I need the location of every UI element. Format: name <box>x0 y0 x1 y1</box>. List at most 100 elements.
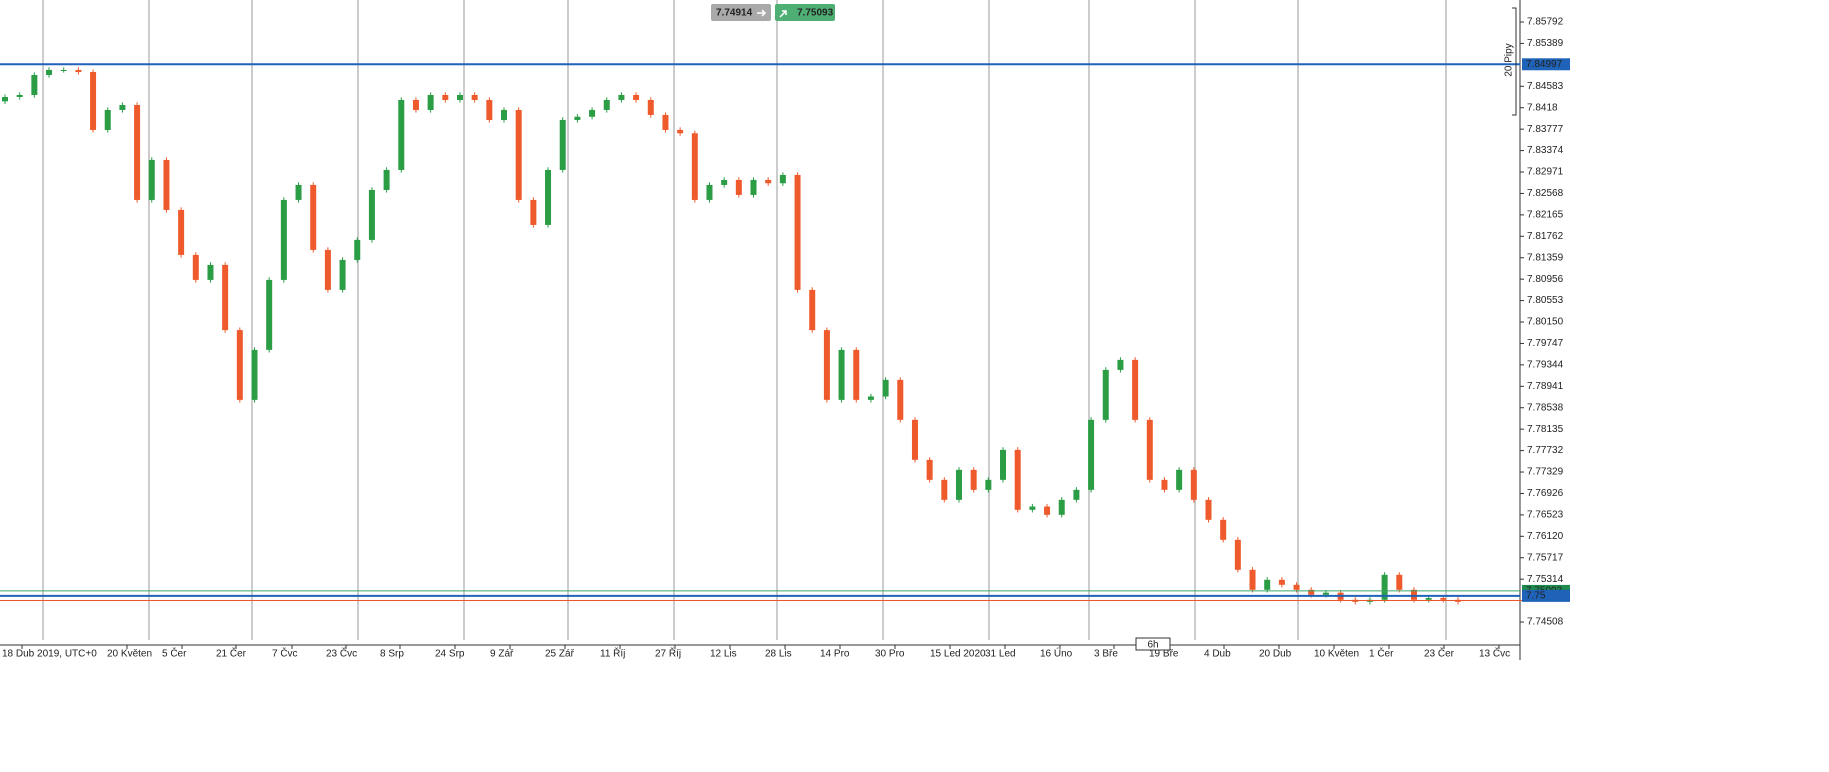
y-tick-label: 7.82568 <box>1527 188 1564 199</box>
candle-body <box>750 179 757 195</box>
y-tick-label: 7.80956 <box>1527 274 1564 285</box>
candle-body <box>236 330 243 400</box>
hline-label: 7.84997 <box>1526 59 1563 70</box>
bid-text: 7.74914 <box>716 8 753 19</box>
candle-body <box>1440 597 1447 600</box>
candle-body <box>1249 569 1256 590</box>
x-tick-label: 8 Srp <box>380 649 404 660</box>
x-tick-label: 20 Dub <box>1259 649 1292 660</box>
y-tick-label: 7.85792 <box>1527 17 1564 28</box>
candle-body <box>398 99 405 170</box>
x-tick-label: 14 Pro <box>820 649 850 660</box>
arrow-icon <box>757 9 767 17</box>
candle-body <box>706 184 713 200</box>
arrow-icon <box>779 10 787 18</box>
x-tick-label: 23 Čvc <box>326 647 357 660</box>
x-tick-label: 25 Zář <box>545 649 575 660</box>
y-tick-label: 7.76926 <box>1527 488 1564 499</box>
candle-body <box>985 479 992 490</box>
bid-box <box>711 4 771 21</box>
candle-body <box>148 159 155 200</box>
y-tick-label: 7.82165 <box>1527 210 1564 221</box>
candle-body <box>633 94 640 100</box>
y-tick-label: 7.80150 <box>1527 317 1564 328</box>
x-tick-label: 24 Srp <box>435 649 465 660</box>
y-tick-label: 7.78941 <box>1527 381 1564 392</box>
candle-body <box>1264 579 1271 590</box>
candle-body <box>559 119 566 170</box>
candle-body <box>1102 369 1109 420</box>
x-tick-label: 5 Čer <box>162 647 187 660</box>
candle-body <box>1205 499 1212 520</box>
candle-body <box>955 469 962 500</box>
candle-body <box>251 349 258 400</box>
y-tick-label: 7.78538 <box>1527 402 1564 413</box>
y-tick-label: 7.78135 <box>1527 424 1564 435</box>
candle-body <box>46 69 53 75</box>
y-tick-label: 7.79344 <box>1527 360 1564 371</box>
candle-body <box>1132 359 1139 420</box>
candle-body <box>1410 589 1417 600</box>
candle-body <box>442 94 449 100</box>
hline-label: 7.75 <box>1526 591 1546 602</box>
candle-body <box>823 330 830 400</box>
x-tick-label: 3 Bře <box>1094 649 1118 660</box>
candle-body <box>207 264 214 280</box>
y-tick-label: 7.76120 <box>1527 531 1564 542</box>
candle-body <box>31 74 38 95</box>
candle-body <box>2 96 8 102</box>
x-tick-label: 1 Čer <box>1369 647 1394 660</box>
candle-body <box>1381 574 1388 600</box>
candle-body <box>1029 506 1036 510</box>
candle-body <box>104 109 111 130</box>
candle-body <box>574 116 581 120</box>
candle-body <box>809 289 816 331</box>
candle-body <box>178 209 185 255</box>
candle-body <box>603 99 610 110</box>
candle-body <box>1014 449 1021 510</box>
y-tick-label: 7.76523 <box>1527 510 1564 521</box>
candle-body <box>867 396 874 400</box>
ask-box <box>775 4 835 21</box>
x-tick-label: 27 Říj <box>655 647 681 660</box>
candle-body <box>779 174 786 184</box>
timeframe: 6h <box>1147 640 1158 651</box>
y-tick-label: 7.75314 <box>1527 574 1564 585</box>
candle-body <box>1322 592 1329 595</box>
candle-body <box>368 189 375 240</box>
x-tick-label: 18 Dub 2019, UTC+0 <box>2 649 97 660</box>
y-tick-label: 7.74508 <box>1527 617 1564 628</box>
x-tick-label: 13 Čvc <box>1479 647 1510 660</box>
x-tick-label: 31 Led <box>985 649 1016 660</box>
candle-body <box>1146 419 1153 480</box>
candle-body <box>1073 489 1080 500</box>
candle-body <box>1044 506 1051 515</box>
y-tick-label: 7.77329 <box>1527 467 1564 478</box>
candle-body <box>266 279 273 350</box>
candle-body <box>90 71 97 130</box>
timeframe-box <box>1135 637 1171 651</box>
candle-body <box>192 254 199 280</box>
candle-body <box>941 479 948 500</box>
candle-body <box>677 129 684 134</box>
candle-body <box>515 109 522 200</box>
x-tick-label: 10 Květen <box>1314 649 1359 660</box>
candle-body <box>897 379 904 420</box>
x-tick-label: 30 Pro <box>875 649 905 660</box>
x-tick-label: 20 Květen <box>107 649 152 660</box>
x-tick-label: 4 Dub <box>1204 649 1231 660</box>
candle-body <box>1088 419 1095 490</box>
candle-body <box>911 419 918 460</box>
candle-body <box>1117 359 1124 370</box>
candle-body <box>134 104 141 200</box>
candle-body <box>1190 469 1197 500</box>
x-tick-label: 16 Úno <box>1040 647 1073 660</box>
candle-body <box>794 174 801 290</box>
candle-body <box>163 159 170 210</box>
candle-body <box>471 94 478 100</box>
y-tick-label: 7.81359 <box>1527 252 1564 263</box>
candle-body <box>530 199 537 225</box>
candle-body <box>926 459 933 480</box>
y-tick-label: 7.80553 <box>1527 295 1564 306</box>
